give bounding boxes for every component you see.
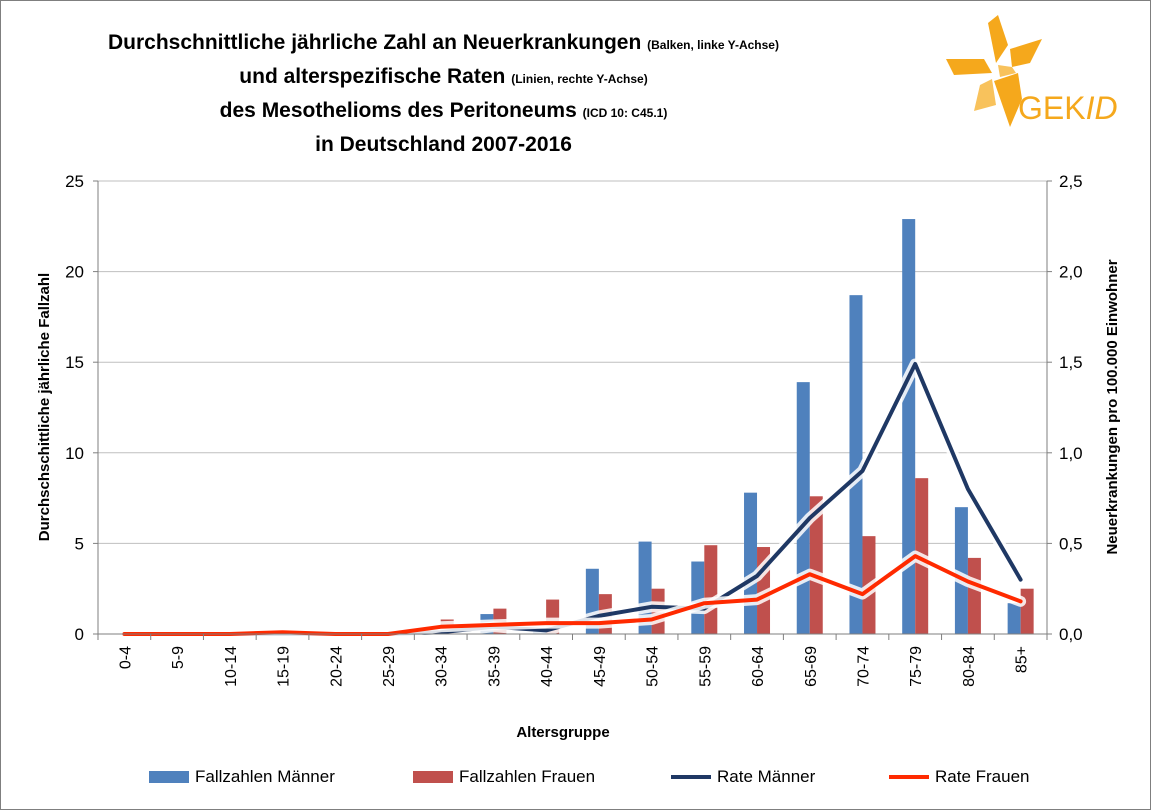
bar-men: [691, 561, 705, 634]
x-axis-ticks: 0-4 5-9 10-14 15-19 20-24 25-29 30-34 35-39 40-4…: [117, 646, 1030, 687]
right-axis-label: Neuerkrankungen pro 100.000 Einwohner: [1104, 259, 1121, 554]
x-tick-label: 25-29: [381, 646, 398, 687]
gekid-logo-text-italic: ID: [1086, 90, 1118, 126]
left-axis-label: Durchschschittliche jährliche Fallzahl: [36, 273, 53, 541]
line-rate-men: [122, 362, 1023, 636]
x-tick-label: 30-34: [434, 646, 451, 687]
bar-women: [1020, 588, 1034, 634]
x-tick-label: 85+: [1014, 646, 1031, 673]
title-line-4-main: in Deutschland 2007-2016: [315, 133, 572, 156]
right-tick-label: 0,5: [1059, 534, 1083, 553]
gekid-logo: GEKID: [946, 15, 1118, 127]
left-tick-label: 5: [75, 534, 84, 553]
legend-label-women-bars: Fallzahlen Frauen: [459, 767, 596, 786]
axes: [93, 180, 1052, 640]
bar-men: [796, 382, 810, 634]
rate-lines: [118, 358, 1027, 640]
x-tick-label: 65-69: [803, 646, 820, 687]
gekid-logo-text: GEKID: [1018, 90, 1118, 126]
legend-item-men-bars: Fallzahlen Männer: [149, 763, 335, 791]
bar-men: [954, 507, 968, 634]
title-line-4: in Deutschland 2007-2016: [41, 129, 846, 160]
right-tick-label: 1,0: [1059, 444, 1083, 463]
x-tick-label: 15-19: [276, 646, 293, 687]
bar-women: [809, 496, 823, 634]
title-line-1-main: Durchschnittliche jährliche Zahl an Neue…: [108, 31, 642, 54]
title-line-3-main: des Mesothelioms des Peritoneums: [219, 99, 577, 122]
legend-item-women-bars: Fallzahlen Frauen: [413, 763, 595, 791]
title-line-2: und alterspezifische Raten (Linien, rech…: [41, 61, 846, 95]
right-tick-label: 2,5: [1059, 172, 1083, 191]
bar-men: [849, 295, 863, 634]
title-line-1-note: (Balken, linke Y-Achse): [647, 38, 779, 52]
chart-area: 0 5 10 15 20 25 0,0 0,5 1,0 1,5 2,0 2,5 0-4 5-9 10-1…: [36, 172, 1121, 741]
title-line-2-note: (Linien, rechte Y-Achse): [511, 72, 648, 86]
title-line-2-main: und alterspezifische Raten: [239, 65, 506, 88]
legend-swatch-men-rate: [671, 775, 711, 779]
bar-women: [704, 545, 718, 634]
x-tick-label: 75-79: [908, 646, 925, 687]
x-tick-label: 20-24: [328, 646, 345, 687]
bar-men: [1007, 603, 1021, 634]
legend-swatch-women-bars: [413, 771, 453, 783]
title-line-3: des Mesothelioms des Peritoneums (ICD 10…: [41, 95, 846, 129]
right-tick-label: 0,0: [1059, 625, 1083, 644]
x-tick-label: 70-74: [855, 646, 872, 687]
x-tick-label: 40-44: [539, 646, 556, 687]
left-tick-label: 0: [75, 625, 84, 644]
x-tick-label: 50-54: [645, 646, 662, 687]
x-axis-label: Altersgruppe: [516, 724, 609, 741]
right-tick-label: 1,5: [1059, 353, 1083, 372]
left-tick-label: 25: [65, 172, 84, 191]
legend-label-men-bars: Fallzahlen Männer: [195, 767, 335, 786]
legend: Fallzahlen Männer Fallzahlen Frauen Rate…: [1, 763, 1151, 791]
title-line-1: Durchschnittliche jährliche Zahl an Neue…: [41, 27, 846, 61]
x-tick-label: 5-9: [170, 646, 187, 669]
x-tick-label: 45-49: [592, 646, 609, 687]
left-tick-label: 15: [65, 353, 84, 372]
left-axis-ticks: 0 5 10 15 20 25: [65, 172, 84, 644]
x-tick-label: 55-59: [697, 646, 714, 687]
gekid-logo-mark: [946, 15, 1042, 127]
x-tick-label: 0-4: [117, 646, 134, 669]
x-tick-label: 60-64: [750, 646, 767, 687]
left-tick-label: 20: [65, 263, 84, 282]
legend-swatch-women-rate: [889, 775, 929, 779]
bar-men: [902, 219, 916, 634]
title-line-3-note: (ICD 10: C45.1): [582, 106, 668, 120]
line-rate-men-glow: [118, 358, 1027, 640]
gekid-logo-text-main: GEK: [1018, 90, 1086, 126]
right-tick-label: 2,0: [1059, 263, 1083, 282]
legend-item-women-rate: Rate Frauen: [889, 763, 1030, 791]
x-tick-label: 35-39: [486, 646, 503, 687]
bars: [282, 219, 1034, 634]
legend-label-men-rate: Rate Männer: [717, 767, 816, 786]
bar-women: [967, 557, 981, 634]
legend-label-women-rate: Rate Frauen: [935, 767, 1030, 786]
x-tick-label: 10-14: [223, 646, 240, 687]
chart-title: Durchschnittliche jährliche Zahl an Neue…: [41, 27, 846, 160]
line-rate-women: [122, 554, 1023, 636]
legend-item-men-rate: Rate Männer: [671, 763, 815, 791]
gridlines: [98, 180, 1047, 544]
legend-swatch-men-bars: [149, 771, 189, 783]
x-tick-label: 80-84: [961, 646, 978, 687]
right-axis-ticks: 0,0 0,5 1,0 1,5 2,0 2,5: [1059, 172, 1083, 644]
bar-men: [744, 492, 758, 634]
left-tick-label: 10: [65, 444, 84, 463]
